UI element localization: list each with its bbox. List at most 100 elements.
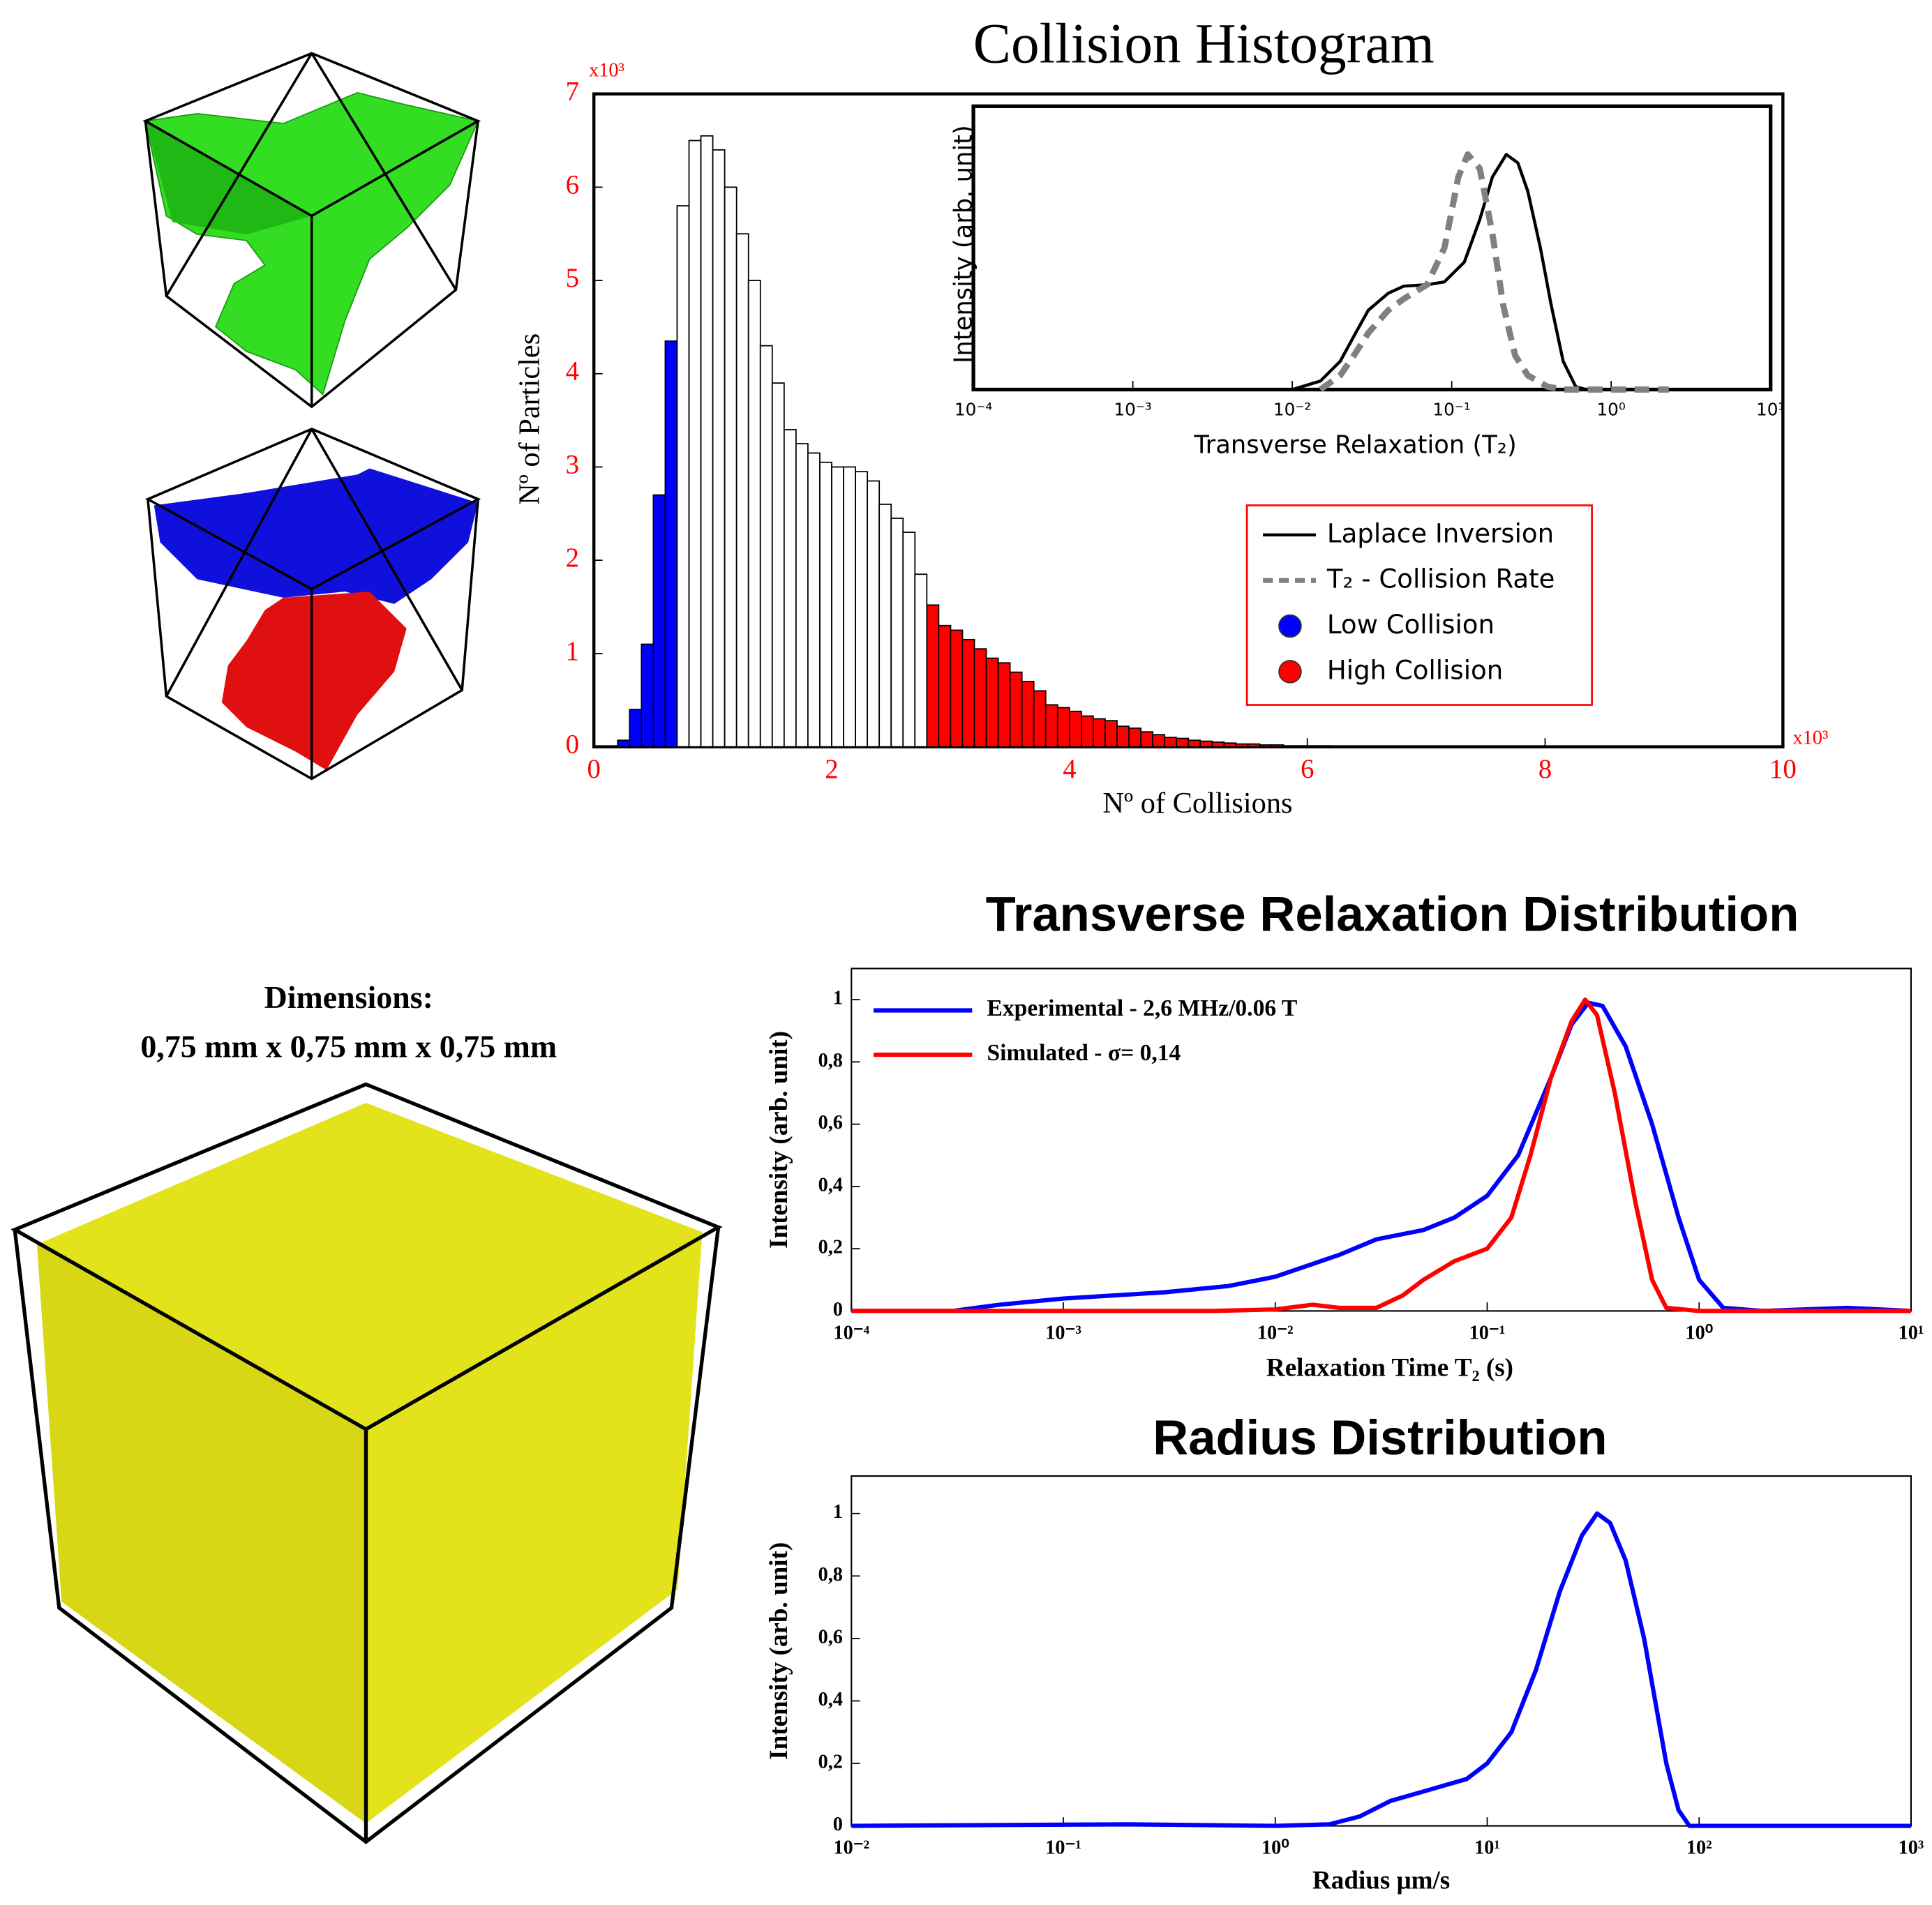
x-tick-label: 10³ [1899, 1837, 1924, 1859]
cube-edges [148, 429, 478, 779]
y-tick-label: 0,8 [818, 1050, 843, 1071]
histogram-bar [1117, 726, 1129, 746]
y-axis-label: Intensity (arb. unit) [765, 1542, 793, 1760]
histogram-bar [1105, 721, 1117, 746]
x-tick-label: 6 [1301, 754, 1314, 784]
histogram-bar [641, 645, 653, 747]
histogram-bar [653, 495, 665, 747]
y-tick-label: 6 [566, 170, 579, 199]
legend-label: Simulated - σ= 0,14 [987, 1040, 1181, 1066]
histogram-bar [677, 206, 689, 747]
histogram-bar [1260, 745, 1272, 747]
histogram-bar [725, 187, 737, 746]
histogram-bar [962, 640, 974, 747]
histogram-bar [796, 444, 808, 747]
chart-title: Radius Distribution [1153, 1410, 1607, 1465]
histogram-bar [1070, 711, 1081, 747]
legend-label: T₂ - Collision Rate [1326, 564, 1555, 594]
histogram-bar [1046, 705, 1058, 746]
y-tick-label: 1 [833, 1501, 843, 1523]
y-tick-label: 0,8 [818, 1564, 843, 1586]
figure: Dimensions: 0,75 mm x 0,75 mm x 0,75 mm … [0, 0, 1932, 1905]
y-tick-label: 4 [566, 356, 579, 386]
histogram-bar [1010, 672, 1022, 747]
x-tick-label: 10⁻³ [1114, 399, 1151, 419]
chart-title: Transverse Relaxation Distribution [986, 887, 1799, 942]
x-tick-label: 8 [1538, 754, 1552, 784]
y-tick-label: 5 [566, 263, 579, 293]
y-tick-label: 0,4 [818, 1689, 843, 1710]
x-multiplier: x10³ [1792, 727, 1828, 748]
y-tick-label: 0,4 [818, 1174, 843, 1196]
x-tick-label: 10⁻¹ [1045, 1837, 1081, 1859]
histogram-bar [1129, 728, 1141, 747]
histogram-bar [1200, 741, 1212, 747]
x-axis-label: Relaxation Time T₂ (s) [1266, 1354, 1513, 1383]
sample-cube [15, 1084, 718, 1842]
histogram-bar [737, 234, 749, 746]
histogram-bar [938, 626, 950, 747]
x-tick-label: 10⁻⁴ [954, 399, 993, 419]
legend-label: High Collision [1327, 655, 1503, 685]
x-tick-label: 10⁰ [1685, 1322, 1713, 1343]
histogram-bar [975, 649, 987, 746]
dimensions-text: 0,75 mm x 0,75 mm x 0,75 mm [140, 1029, 557, 1064]
histogram-bar [903, 532, 915, 747]
x-tick-label: 10 [1769, 754, 1797, 784]
histogram-bar [749, 280, 761, 747]
histogram-bar [998, 663, 1010, 746]
x-tick-label: 10⁻² [833, 1837, 869, 1859]
x-tick-label: 10¹ [1899, 1322, 1924, 1343]
histogram-bar [915, 574, 927, 746]
histogram-bar [832, 467, 844, 746]
x-tick-label: 10⁻¹ [1469, 1322, 1506, 1343]
x-tick-label: 10² [1686, 1837, 1712, 1859]
histogram-bar [1034, 691, 1046, 746]
histogram-bar [950, 630, 962, 746]
x-axis-label: Transverse Relaxation (T₂) [1193, 431, 1516, 460]
legend-label: Experimental - 2,6 MHz/0.06 T [987, 995, 1298, 1021]
x-tick-label: 4 [1063, 754, 1076, 784]
histogram-bar [784, 430, 796, 747]
x-tick-label: 10¹ [1756, 399, 1785, 419]
y-tick-label: 0,2 [818, 1237, 843, 1258]
x-axis-label: Nº of Collisions [1102, 787, 1292, 820]
dimensions-title: Dimensions: [264, 979, 433, 1015]
y-tick-label: 0,2 [818, 1751, 843, 1772]
histogram-bar [1022, 682, 1034, 747]
y-tick-label: 0,6 [818, 1112, 843, 1134]
histogram-bar [1272, 745, 1284, 747]
histogram-bar [1176, 739, 1188, 747]
legend-swatch [1279, 615, 1301, 638]
histogram-bar [987, 658, 998, 747]
legend-label: Low Collision [1327, 610, 1495, 640]
legend-label: Laplace Inversion [1327, 518, 1554, 548]
y-axis-label: Intensity (arb. unit) [765, 1031, 793, 1249]
y-multiplier: x10³ [589, 59, 624, 81]
low-collision-particles [154, 468, 478, 603]
page: {"figure": {"dimensions_title": "Dimensi… [0, 0, 1932, 1905]
histogram-bar [927, 605, 938, 746]
histogram-bar [1188, 740, 1200, 746]
histogram-bar [689, 140, 701, 746]
particle-cube [148, 429, 478, 779]
histogram-bar [1248, 744, 1259, 747]
pore-cube-green [145, 53, 478, 407]
y-tick-label: 7 [566, 77, 579, 107]
histogram-bar [855, 472, 867, 746]
y-tick-label: 1 [833, 988, 843, 1009]
histogram-bar [820, 462, 832, 747]
y-axis-label: Nº of Particles [514, 333, 546, 505]
histogram-bar [772, 383, 784, 746]
histogram-bar [701, 136, 713, 747]
histogram-bar [1224, 743, 1236, 746]
histogram-bar [761, 346, 772, 747]
histogram-bar [1141, 732, 1153, 746]
x-tick-label: 10⁻¹ [1432, 399, 1470, 419]
x-axis-label: Radius μm/s [1312, 1866, 1450, 1895]
x-tick-label: 10⁻² [1257, 1322, 1294, 1343]
x-tick-label: 2 [825, 754, 838, 784]
histogram-bar [629, 709, 641, 746]
histogram-bar [1212, 742, 1224, 747]
y-tick-label: 0,6 [818, 1626, 843, 1648]
